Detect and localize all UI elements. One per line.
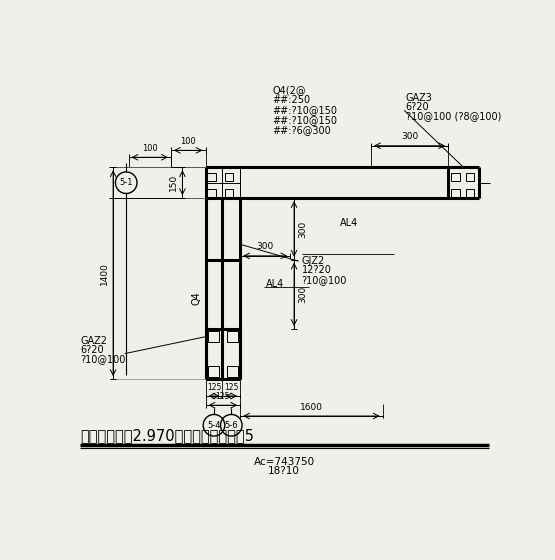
Text: 125: 125 <box>216 393 230 402</box>
Text: 5-1: 5-1 <box>119 178 133 187</box>
Text: 5-4: 5-4 <box>207 421 221 430</box>
Text: Ac=743750: Ac=743750 <box>254 457 315 467</box>
Bar <box>208 332 219 342</box>
Bar <box>451 189 460 197</box>
Bar <box>208 366 219 377</box>
Bar <box>225 174 233 181</box>
Bar <box>207 174 215 181</box>
Text: AL4: AL4 <box>266 279 284 290</box>
Text: 125: 125 <box>207 383 221 392</box>
Bar <box>225 189 233 197</box>
Text: 6?20: 6?20 <box>406 102 430 112</box>
Bar <box>227 366 238 377</box>
Text: ##:?6@300: ##:?6@300 <box>273 125 331 136</box>
Text: 1400: 1400 <box>99 262 108 284</box>
Text: GJZ2: GJZ2 <box>302 256 325 266</box>
Text: 18?10: 18?10 <box>268 466 300 476</box>
Text: 300: 300 <box>299 220 307 237</box>
Bar <box>451 174 460 181</box>
Text: ?10@100: ?10@100 <box>302 275 347 284</box>
Text: Q4(2@: Q4(2@ <box>273 85 306 95</box>
Text: 五号楼基础～2.970剪力墙平法施工图5: 五号楼基础～2.970剪力墙平法施工图5 <box>80 428 254 443</box>
Text: 300: 300 <box>256 242 274 251</box>
Text: 12?20: 12?20 <box>302 265 332 276</box>
Text: ?10@100: ?10@100 <box>80 354 125 364</box>
Bar <box>227 332 238 342</box>
Text: 150: 150 <box>169 174 178 192</box>
Bar <box>466 189 474 197</box>
Text: GAZ3: GAZ3 <box>406 93 432 103</box>
Text: 1600: 1600 <box>300 403 323 412</box>
Text: ?10@100 (?8@100): ?10@100 (?8@100) <box>406 111 501 122</box>
Text: 100: 100 <box>180 137 196 146</box>
Bar <box>207 189 215 197</box>
Text: 300: 300 <box>299 286 307 303</box>
Text: ##:250: ##:250 <box>273 95 311 105</box>
Text: ##:?10@150: ##:?10@150 <box>273 115 337 125</box>
Text: 100: 100 <box>142 144 158 153</box>
Text: 300: 300 <box>401 132 418 141</box>
Text: 5-6: 5-6 <box>224 421 238 430</box>
Text: GAZ2: GAZ2 <box>80 335 107 346</box>
Text: ##:?10@150: ##:?10@150 <box>273 105 337 115</box>
Text: 6?20: 6?20 <box>80 345 104 355</box>
Bar <box>466 174 474 181</box>
Text: 125: 125 <box>224 383 239 392</box>
Text: AL4: AL4 <box>340 218 359 228</box>
Text: Q4: Q4 <box>191 291 201 305</box>
